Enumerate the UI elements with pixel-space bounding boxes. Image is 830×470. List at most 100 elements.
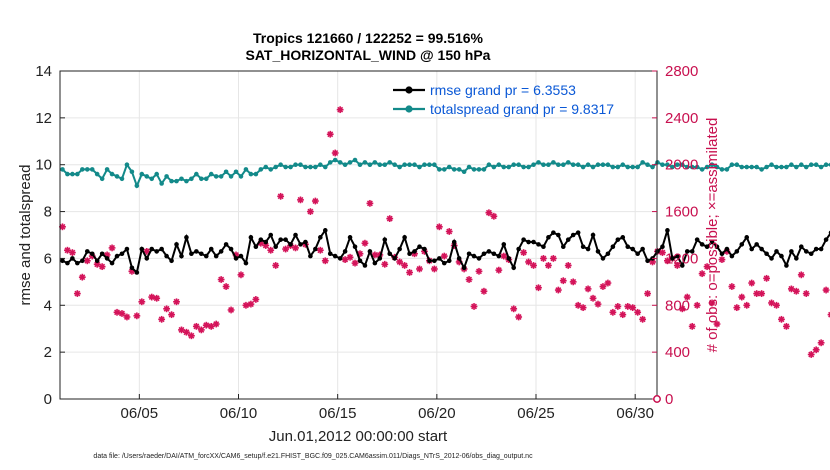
totalspread-point [367, 162, 373, 168]
totalspread-point [179, 176, 184, 182]
totalspread-point [501, 164, 507, 170]
totalspread-point [744, 164, 750, 170]
assimilated-obs-point [297, 196, 304, 204]
assimilated-obs-point [485, 209, 493, 217]
rmse-point [308, 253, 313, 259]
totalspread-point [620, 162, 626, 168]
totalspread-point [526, 164, 531, 170]
rmse-point [60, 258, 65, 264]
rmse-point [337, 256, 343, 261]
assimilated-obs-point [262, 242, 270, 249]
rmse-point [203, 253, 209, 259]
y-left-tick-label: 0 [44, 391, 52, 408]
rmse-point [496, 253, 502, 259]
totalspread-point [466, 164, 472, 170]
totalspread-point [159, 181, 164, 186]
totalspread-point [189, 176, 194, 182]
rmse-point [754, 242, 759, 247]
rmse-point [134, 270, 140, 275]
rmse-point [491, 251, 497, 257]
totalspread-point [675, 162, 680, 168]
totalspread-point [481, 167, 487, 172]
rmse-point [560, 244, 566, 250]
rmse-point [218, 249, 224, 254]
assimilated-obs-point [430, 265, 438, 273]
totalspread-point [521, 164, 526, 170]
assimilated-obs-point [202, 321, 210, 329]
totalspread-point [243, 167, 249, 172]
rmse-point [590, 232, 596, 238]
totalspread-point [154, 171, 159, 177]
y-left-tick-label: 4 [44, 297, 52, 314]
totalspread-point [516, 162, 521, 168]
rmse-point [818, 246, 824, 252]
totalspread-point [283, 164, 288, 170]
rmse-point [630, 246, 636, 252]
legend: rmse grand pr = 6.3553 totalspread grand… [393, 82, 614, 117]
rmse-point [407, 251, 412, 257]
rmse-point [734, 249, 740, 254]
assimilated-obs-point [579, 304, 587, 312]
totalspread-point [813, 162, 819, 168]
rmse-point [298, 242, 303, 247]
rmse-point [729, 253, 735, 259]
totalspread-point [387, 160, 393, 165]
rmse-point [189, 251, 194, 257]
assimilated-obs-point [713, 320, 721, 328]
rmse-point [437, 256, 442, 261]
rmse-point [313, 246, 318, 252]
y-right-tick-label: 0 [665, 391, 673, 408]
totalspread-point [794, 164, 799, 170]
totalspread-point [556, 162, 561, 168]
totalspread-point [342, 162, 348, 168]
totalspread-point [347, 160, 353, 165]
assimilated-obs-point [406, 269, 413, 276]
totalspread-point [337, 160, 343, 165]
rmse-point [551, 230, 556, 235]
totalspread-point [759, 167, 764, 172]
rmse-point [332, 253, 338, 259]
rmse-point [699, 242, 705, 247]
totalspread-point [779, 164, 784, 170]
totalspread-point [650, 164, 655, 170]
assimilated-obs-point [480, 287, 488, 295]
rmse-point [253, 244, 259, 250]
totalspread-point [456, 167, 462, 172]
rmse-point [570, 232, 576, 238]
totalspread-point [377, 162, 383, 168]
totalspread-point [625, 164, 631, 170]
rmse-point [531, 239, 536, 245]
rmse-point [75, 260, 80, 266]
rmse-point [392, 256, 397, 261]
totalspread-point [218, 174, 224, 179]
totalspread-point [278, 162, 283, 168]
legend-rmse-marker [405, 86, 413, 94]
totalspread-point [139, 171, 145, 177]
totalspread-point [119, 176, 125, 182]
rmse-point [714, 244, 720, 250]
rmse-point [620, 235, 626, 240]
chart-title-line2: SAT_HORIZONTAL_WIND @ 150 hPa [246, 47, 491, 63]
totalspread-point [70, 171, 75, 177]
rmse-point [367, 249, 373, 254]
assimilated-obs-point [98, 263, 106, 271]
totalspread-point [689, 164, 695, 170]
totalspread-point [184, 178, 189, 184]
assimilated-obs-point [113, 308, 121, 316]
totalspread-point [570, 162, 576, 168]
assimilated-obs-point [247, 300, 255, 308]
totalspread-point [818, 164, 824, 170]
totalspread-point [585, 162, 591, 168]
totalspread-point [169, 178, 174, 184]
right-axis-origin-marker [653, 395, 661, 403]
totalspread-point [357, 162, 363, 168]
totalspread-point [704, 164, 710, 170]
totalspread-point [427, 162, 432, 168]
totalspread-point [327, 160, 333, 165]
rmse-point [139, 246, 145, 252]
y-right-tick-label: 1600 [665, 204, 698, 221]
totalspread-point [75, 171, 80, 177]
legend-spread-label: totalspread grand pr = 9.8317 [430, 101, 614, 117]
totalspread-point [303, 164, 308, 170]
assimilated-obs-point [217, 276, 225, 283]
